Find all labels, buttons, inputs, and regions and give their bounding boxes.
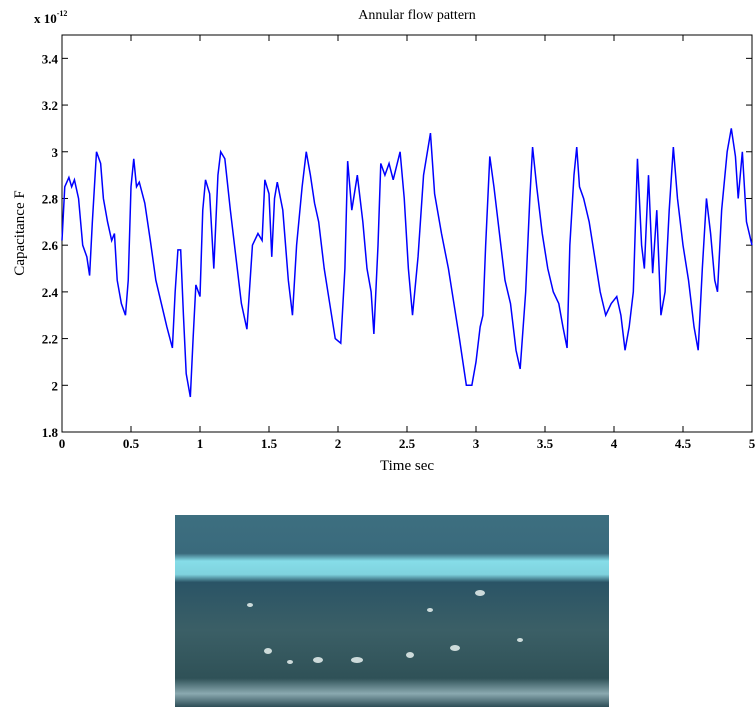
y-tick-label: 3.4 xyxy=(42,51,59,66)
y-multiplier-exponent: -12 xyxy=(57,9,68,18)
x-tick-label: 3.5 xyxy=(537,436,554,451)
x-tick-label: 4 xyxy=(611,436,618,451)
x-axis-label: Time sec xyxy=(380,458,434,474)
flow-photo xyxy=(175,515,609,707)
y-tick-label: 2.8 xyxy=(42,191,59,206)
y-tick-label: 3 xyxy=(52,145,59,160)
x-tick-label: 0.5 xyxy=(123,436,140,451)
y-tick-label: 2.2 xyxy=(42,332,58,347)
y-multiplier: x 10-12 xyxy=(34,9,67,26)
chart-title: Annular flow pattern xyxy=(358,8,475,23)
y-tick-label: 2.6 xyxy=(42,238,59,253)
y-tick-label: 1.8 xyxy=(42,425,59,440)
data-line xyxy=(61,128,753,398)
y-tick-label: 2 xyxy=(52,378,59,393)
x-tick-label: 2.5 xyxy=(399,436,416,451)
y-tick-label: 3.2 xyxy=(42,98,58,113)
y-axis-label: Capacitance F xyxy=(12,190,28,275)
x-tick-label: 5 xyxy=(749,436,755,451)
x-tick-label: 1 xyxy=(197,436,204,451)
x-tick-label: 4.5 xyxy=(675,436,692,451)
y-multiplier-base: x 10 xyxy=(34,11,57,26)
x-tick-label: 3 xyxy=(473,436,480,451)
x-tick-label: 0 xyxy=(59,436,66,451)
x-tick-label: 2 xyxy=(335,436,342,451)
bubbles xyxy=(247,590,523,664)
y-tick-label: 2.4 xyxy=(42,285,59,300)
pipe-image xyxy=(175,515,609,707)
x-tick-label: 1.5 xyxy=(261,436,278,451)
